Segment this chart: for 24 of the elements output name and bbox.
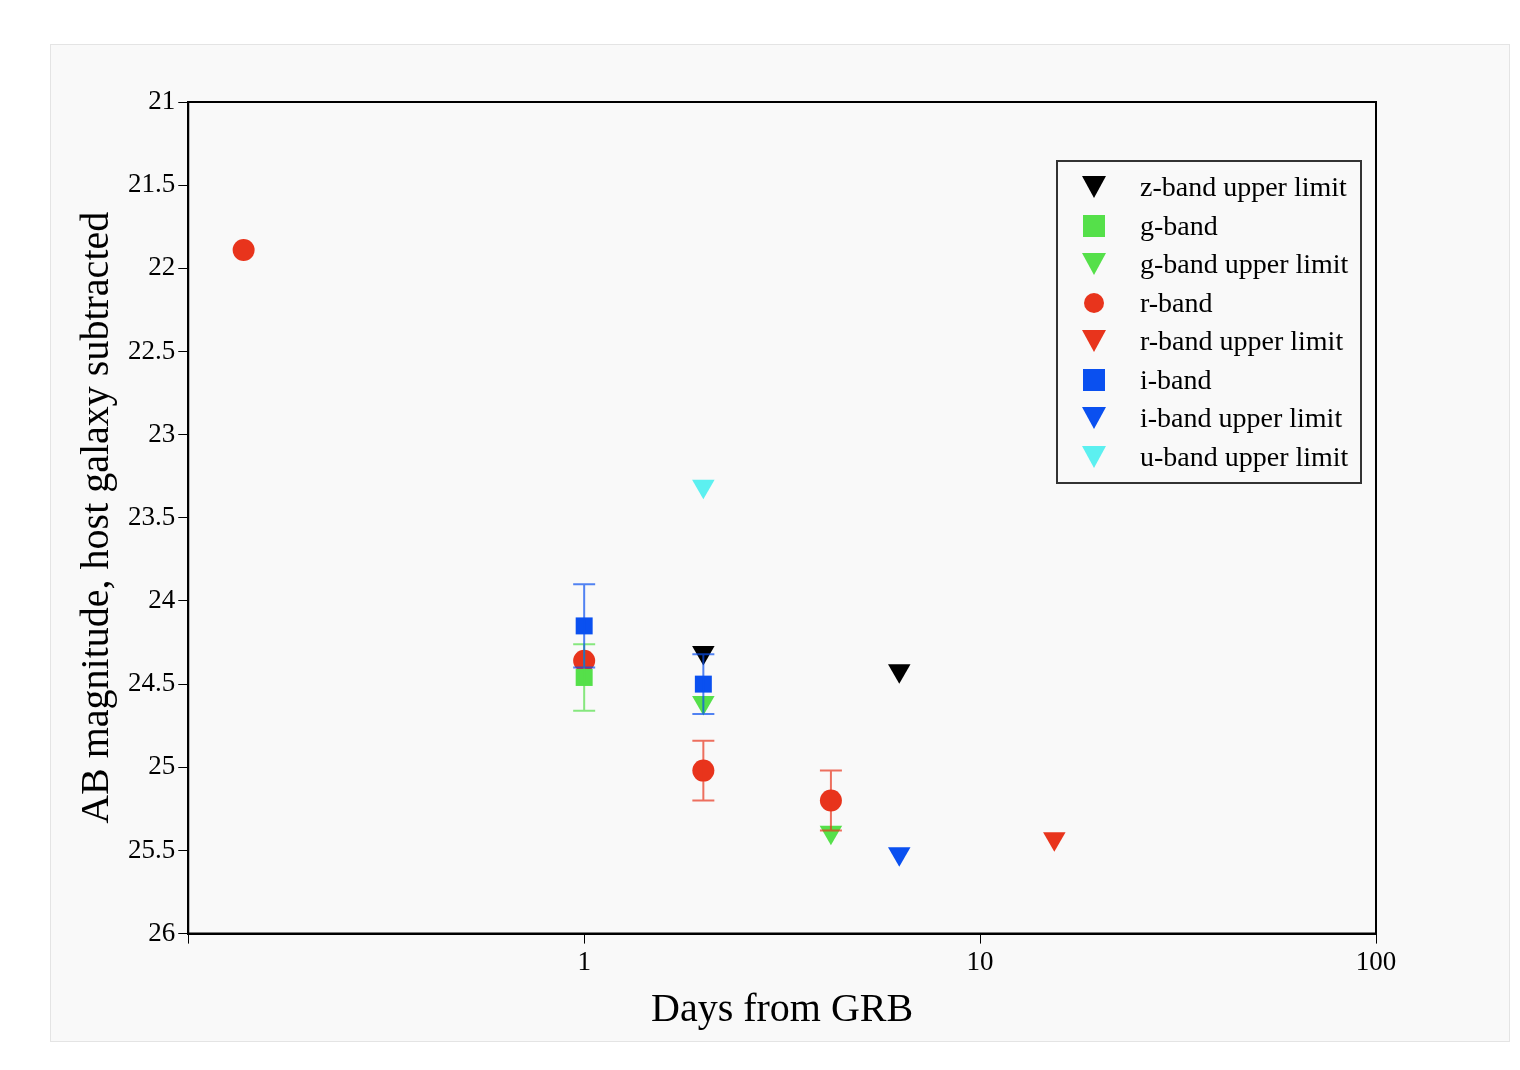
- y-tick-label: 21: [148, 85, 176, 116]
- y-tick-label: 22: [148, 251, 176, 282]
- x-tick-label: 10: [966, 945, 994, 976]
- x-tick-label: 1: [577, 945, 591, 976]
- legend-label: i-band: [1140, 363, 1212, 396]
- y-tick-label: 24.5: [128, 667, 176, 698]
- y-tick-label: 23: [148, 417, 176, 448]
- x-tick-label: 100: [1355, 945, 1397, 976]
- y-tick-label: 23.5: [128, 500, 176, 531]
- legend-label: g-band: [1140, 209, 1218, 242]
- y-tick-label: 25.5: [128, 833, 176, 864]
- legend-label: i-band upper limit: [1140, 402, 1343, 435]
- y-tick-label: 24: [148, 584, 176, 615]
- y-tick-label: 25: [148, 750, 176, 781]
- legend-label: g-band upper limit: [1140, 248, 1349, 281]
- legend-label: u-band upper limit: [1140, 440, 1349, 473]
- legend-label: r-band: [1140, 286, 1213, 319]
- y-tick-label: 22.5: [128, 334, 176, 365]
- y-tick-label: 26: [148, 916, 176, 947]
- x-axis-title: Days from GRB: [651, 984, 914, 1030]
- y-tick-label: 21.5: [128, 168, 176, 199]
- y-axis-title: AB magnitude, host galaxy subtracted: [71, 211, 117, 824]
- legend-label: z-band upper limit: [1140, 171, 1347, 204]
- legend-label: r-band upper limit: [1140, 325, 1344, 358]
